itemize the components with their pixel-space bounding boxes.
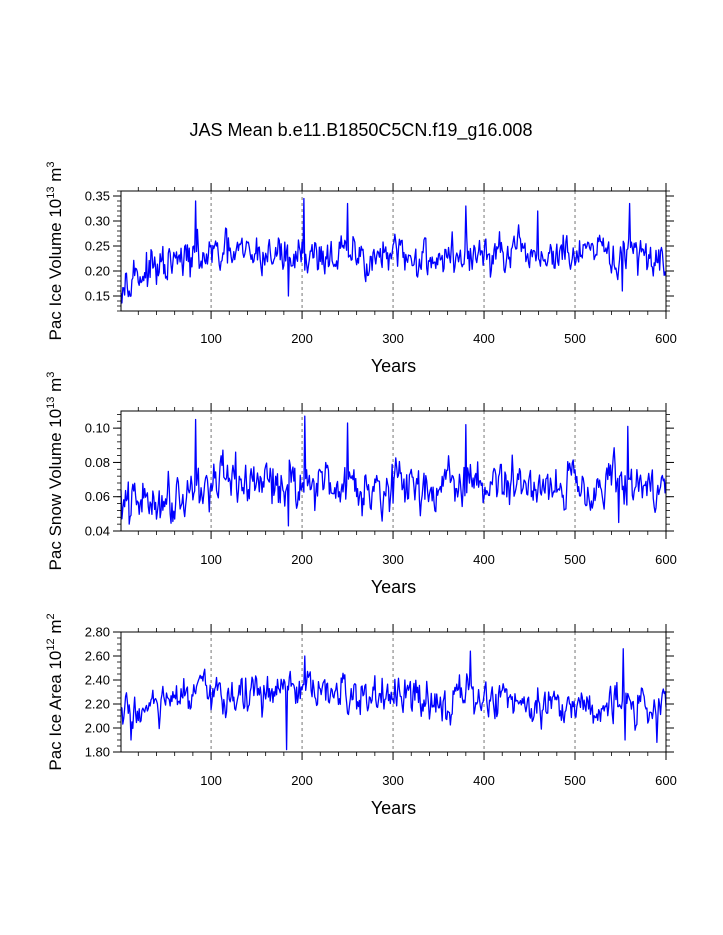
panel-2: 100 200 300 400 500 600 0.04 0.06 0.08 0.10 Years P…: [45, 372, 677, 597]
y-tick-label: 0.06: [85, 489, 110, 504]
y-tick-label: 0.25: [85, 239, 110, 254]
y-axis-title-exponent: 12: [45, 638, 57, 650]
x-tick-label: 400: [473, 773, 495, 788]
x-tick-label: 600: [655, 331, 677, 346]
panel-3: 100 200 300 400 500 600 1.80 2.00 2.20 2.40 2.60 2.…: [45, 613, 677, 818]
x-axis-title: Years: [371, 798, 416, 818]
y-axis-title-unit: m: [46, 378, 65, 397]
y-axis-title-unit-exponent: 3: [45, 372, 57, 378]
y-tick-label: 0.15: [85, 289, 110, 304]
series-line-2: [120, 415, 667, 527]
x-tick-label: 100: [200, 552, 222, 567]
plot-frame: [120, 410, 667, 532]
x-axis-title: Years: [371, 577, 416, 597]
y-tick-label: 1.80: [85, 745, 110, 760]
series-line-3: [120, 648, 667, 751]
x-tick-label: 600: [655, 773, 677, 788]
y-axis-title: Pac Ice Area 1012 m2: [45, 613, 65, 770]
y-axis-title-unit-exponent: 3: [45, 161, 57, 167]
y-tick-label: 2.00: [85, 721, 110, 736]
x-tick-label: 100: [200, 773, 222, 788]
y-tick-label: 0.35: [85, 189, 110, 204]
y-tick-label: 0.20: [85, 264, 110, 279]
y-tick-label: 0.30: [85, 214, 110, 229]
chart-title: JAS Mean b.e11.B1850C5CN.f19_g16.008: [190, 120, 533, 141]
x-tick-label: 200: [291, 552, 313, 567]
x-tick-label: 500: [564, 552, 586, 567]
y-tick-label: 0.08: [85, 455, 110, 470]
x-tick-label: 200: [291, 773, 313, 788]
x-tick-label: 400: [473, 552, 495, 567]
y-axis-title-unit: m: [46, 168, 65, 187]
plot-frame: [120, 190, 667, 312]
x-tick-label: 100: [200, 331, 222, 346]
series-line-1: [120, 197, 667, 304]
y-axis-title-main: Pac Ice Area 10: [46, 651, 65, 771]
x-tick-label: 500: [564, 773, 586, 788]
y-tick-label: 0.10: [85, 421, 110, 436]
x-tick-label: 500: [564, 331, 586, 346]
y-axis-title-unit-exponent: 2: [45, 613, 57, 619]
plot-frame: [120, 631, 667, 753]
x-tick-label: 300: [382, 773, 404, 788]
y-axis-title-main: Pac Ice Volume 10: [46, 199, 65, 341]
y-axis-title-exponent: 13: [45, 397, 57, 409]
y-axis-title-exponent: 13: [45, 187, 57, 199]
x-axis-title: Years: [371, 356, 416, 376]
y-axis-title: Pac Snow Volume 1013 m3: [45, 372, 65, 571]
y-tick-label: 2.80: [85, 625, 110, 640]
panel-1: 100 200 300 400 500 600 0.15 0.20 0.25 0.30 0.35 Ye…: [45, 161, 677, 376]
x-tick-label: 200: [291, 331, 313, 346]
x-tick-label: 300: [382, 552, 404, 567]
y-tick-label: 0.04: [85, 524, 110, 539]
x-tick-label: 300: [382, 331, 404, 346]
y-axis-title: Pac Ice Volume 1013 m3: [45, 161, 65, 340]
y-axis-title-main: Pac Snow Volume 10: [46, 409, 65, 571]
y-tick-label: 2.60: [85, 649, 110, 664]
y-tick-label: 2.40: [85, 673, 110, 688]
x-tick-label: 400: [473, 331, 495, 346]
x-tick-label: 600: [655, 552, 677, 567]
y-axis-title-unit: m: [46, 619, 65, 638]
panels: 100 200 300 400 500 600 0.15 0.20 0.25 0.30 0.35 Ye…: [45, 161, 677, 818]
y-tick-label: 2.20: [85, 697, 110, 712]
